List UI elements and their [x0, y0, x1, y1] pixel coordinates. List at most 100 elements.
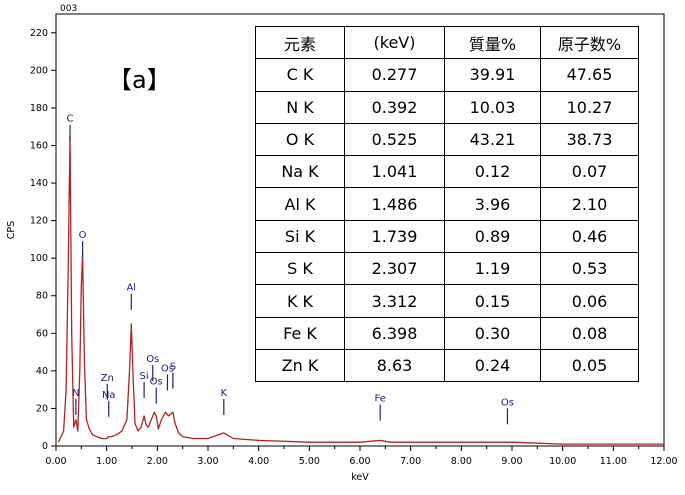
mass-percent-cell: 0.24: [444, 348, 541, 383]
x-tick-label: 0.00: [45, 456, 66, 467]
energy-cell: 0.392: [344, 90, 445, 124]
header-cell: 元素: [255, 25, 345, 60]
x-tick-label: 1.00: [96, 456, 117, 467]
mass-percent-cell: 1.19: [444, 252, 541, 286]
table-row: Al K 1.486 3.96 2.10: [255, 187, 639, 221]
table-row: N K 0.392 10.03 10.27: [255, 90, 639, 124]
y-tick-label: 20: [36, 403, 48, 414]
x-tick-label: 11.00: [600, 456, 627, 467]
mass-percent-cell: 0.12: [444, 155, 541, 189]
element-cell: Na K: [255, 155, 345, 189]
table-row: Zn K 8.63 0.24 0.05: [255, 348, 639, 383]
peak-marker-label: Al: [126, 283, 136, 294]
mass-percent-cell: 0.89: [444, 219, 541, 254]
peak-marker-label: S: [170, 362, 176, 373]
element-cell: Fe K: [255, 316, 345, 350]
table-row: Na K 1.041 0.12 0.07: [255, 155, 639, 189]
atomic-percent-cell: 0.06: [540, 284, 639, 318]
y-tick-label: 160: [30, 140, 48, 151]
mass-percent-cell: 3.96: [444, 187, 541, 221]
table-row: Si K 1.739 0.89 0.46: [255, 219, 639, 254]
energy-cell: 1.739: [344, 219, 445, 254]
element-cell: O K: [255, 122, 345, 157]
peak-marker-label: Os: [501, 397, 514, 408]
y-tick-label: 80: [36, 291, 48, 302]
peak-marker-label: Os: [161, 364, 174, 375]
header-cell: 質量%: [444, 25, 541, 60]
x-axis-label: keV: [351, 472, 369, 483]
energy-cell: 8.63: [344, 348, 445, 383]
composition-table: 元素 (keV) 質量% 原子数% C K 0.277 39.91 47.65 …: [255, 25, 639, 383]
peak-marker-label: Na: [102, 390, 116, 401]
peak-marker-label: Si: [140, 371, 149, 382]
header-cell: (keV): [344, 25, 445, 60]
mass-percent-cell: 39.91: [444, 58, 541, 92]
atomic-percent-cell: 2.10: [540, 187, 639, 221]
y-axis-label: CPS: [6, 221, 17, 239]
table-row: C K 0.277 39.91 47.65: [255, 58, 639, 92]
y-tick-label: 140: [30, 178, 48, 189]
peak-marker-label: Os: [150, 377, 163, 388]
y-tick-label: 120: [30, 216, 48, 227]
y-tick-label: 100: [30, 253, 48, 264]
atomic-percent-cell: 0.05: [540, 348, 639, 383]
x-tick-label: 6.00: [349, 456, 370, 467]
mass-percent-cell: 43.21: [444, 122, 541, 157]
x-tick-label: 4.00: [248, 456, 269, 467]
peak-marker-label: C: [67, 114, 74, 125]
peak-marker-label: Fe: [374, 394, 385, 405]
peak-marker-label: Os: [146, 354, 159, 365]
corner-label: 003: [60, 4, 77, 14]
atomic-percent-cell: 10.27: [540, 90, 639, 124]
atomic-percent-cell: 47.65: [540, 58, 639, 92]
y-tick-label: 200: [30, 65, 48, 76]
y-tick-label: 220: [30, 28, 48, 39]
table-row: S K 2.307 1.19 0.53: [255, 252, 639, 286]
y-tick-label: 180: [30, 103, 48, 114]
table-row: O K 0.525 43.21 38.73: [255, 122, 639, 157]
mass-percent-cell: 0.15: [444, 284, 541, 318]
atomic-percent-cell: 0.46: [540, 219, 639, 254]
x-tick-label: 5.00: [299, 456, 320, 467]
header-cell: 原子数%: [540, 25, 639, 60]
energy-cell: 1.486: [344, 187, 445, 221]
y-tick-label: 0: [42, 441, 48, 452]
atomic-percent-cell: 38.73: [540, 122, 639, 157]
panel-label: 【a】: [108, 66, 171, 94]
element-cell: C K: [255, 58, 345, 92]
element-cell: K K: [255, 284, 345, 318]
element-cell: N K: [255, 90, 345, 124]
energy-cell: 2.307: [344, 252, 445, 286]
energy-cell: 3.312: [344, 284, 445, 318]
mass-percent-cell: 10.03: [444, 90, 541, 124]
peak-marker-label: O: [79, 230, 87, 241]
x-tick-label: 12.00: [650, 456, 677, 467]
peak-marker-label: Zn: [101, 373, 114, 384]
energy-cell: 6.398: [344, 316, 445, 350]
x-tick-label: 9.00: [501, 456, 522, 467]
spectrum-line: [57, 135, 664, 445]
energy-cell: 0.525: [344, 122, 445, 157]
y-tick-label: 40: [36, 366, 48, 377]
atomic-percent-cell: 0.08: [540, 316, 639, 350]
mass-percent-cell: 0.30: [444, 316, 541, 350]
y-tick-label: 60: [36, 328, 48, 339]
energy-cell: 1.041: [344, 155, 445, 189]
table-row: Fe K 6.398 0.30 0.08: [255, 316, 639, 350]
atomic-percent-cell: 0.53: [540, 252, 639, 286]
element-cell: Si K: [255, 219, 345, 254]
x-tick-label: 2.00: [147, 456, 168, 467]
x-tick-label: 3.00: [197, 456, 218, 467]
element-cell: S K: [255, 252, 345, 286]
element-cell: Zn K: [255, 348, 345, 383]
peak-marker-label: K: [221, 388, 228, 399]
atomic-percent-cell: 0.07: [540, 155, 639, 189]
x-tick-label: 7.00: [400, 456, 421, 467]
x-tick-label: 10.00: [549, 456, 576, 467]
energy-cell: 0.277: [344, 58, 445, 92]
element-cell: Al K: [255, 187, 345, 221]
table-row: K K 3.312 0.15 0.06: [255, 284, 639, 318]
table-header-row: 元素 (keV) 質量% 原子数%: [255, 25, 639, 60]
